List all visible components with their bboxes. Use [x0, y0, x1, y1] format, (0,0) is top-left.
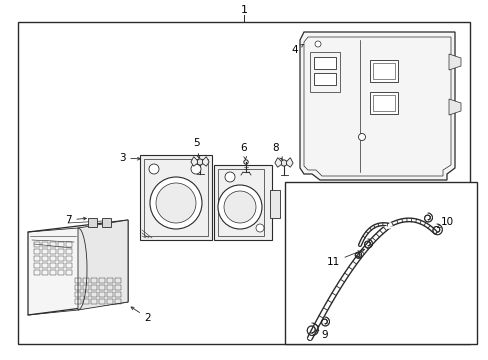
- Bar: [50, 249, 56, 254]
- Circle shape: [218, 185, 262, 229]
- Circle shape: [314, 41, 320, 47]
- Circle shape: [224, 172, 235, 182]
- Bar: [214, 165, 271, 240]
- Bar: [313, 57, 335, 69]
- Bar: [91, 285, 97, 290]
- Bar: [107, 299, 113, 304]
- Bar: [107, 285, 113, 290]
- Bar: [18, 22, 469, 344]
- Text: 2: 2: [131, 307, 151, 323]
- Bar: [66, 256, 72, 261]
- Polygon shape: [286, 158, 292, 167]
- Bar: [115, 285, 121, 290]
- Bar: [99, 285, 105, 290]
- Bar: [140, 155, 212, 240]
- Bar: [42, 249, 48, 254]
- Bar: [83, 278, 89, 283]
- Bar: [66, 242, 72, 247]
- Bar: [75, 278, 81, 283]
- Bar: [75, 285, 81, 290]
- Bar: [91, 278, 97, 283]
- Bar: [58, 270, 64, 275]
- Bar: [115, 292, 121, 297]
- Bar: [58, 263, 64, 268]
- Bar: [50, 256, 56, 261]
- Circle shape: [150, 177, 202, 229]
- Bar: [309, 52, 339, 92]
- Bar: [83, 299, 89, 304]
- Bar: [66, 263, 72, 268]
- Bar: [50, 270, 56, 275]
- Bar: [285, 182, 476, 344]
- Bar: [75, 292, 81, 297]
- Polygon shape: [78, 220, 128, 310]
- Bar: [75, 299, 81, 304]
- Polygon shape: [202, 157, 209, 166]
- Bar: [66, 270, 72, 275]
- Text: 10: 10: [437, 217, 453, 228]
- Polygon shape: [190, 157, 197, 166]
- Circle shape: [358, 134, 365, 140]
- Bar: [66, 249, 72, 254]
- Bar: [83, 285, 89, 290]
- Bar: [34, 249, 40, 254]
- Bar: [107, 278, 113, 283]
- Text: 3: 3: [119, 153, 140, 163]
- Text: 9: 9: [315, 330, 327, 340]
- Polygon shape: [299, 32, 454, 180]
- Bar: [91, 299, 97, 304]
- Text: 11: 11: [325, 249, 364, 267]
- Circle shape: [280, 160, 286, 166]
- Bar: [369, 60, 397, 82]
- Circle shape: [156, 183, 196, 223]
- Circle shape: [149, 164, 159, 174]
- Bar: [115, 299, 121, 304]
- Text: 5: 5: [192, 138, 200, 158]
- Bar: [115, 278, 121, 283]
- Polygon shape: [448, 99, 460, 115]
- Bar: [58, 242, 64, 247]
- Text: 8: 8: [272, 143, 282, 160]
- Polygon shape: [274, 158, 281, 167]
- Bar: [372, 63, 394, 79]
- Bar: [42, 270, 48, 275]
- Circle shape: [244, 160, 248, 164]
- Polygon shape: [448, 54, 460, 70]
- Circle shape: [256, 224, 264, 232]
- Bar: [99, 299, 105, 304]
- Bar: [50, 263, 56, 268]
- Bar: [91, 292, 97, 297]
- Bar: [102, 218, 111, 227]
- Circle shape: [197, 159, 203, 165]
- Bar: [42, 263, 48, 268]
- Bar: [313, 73, 335, 85]
- Bar: [107, 292, 113, 297]
- Text: 4: 4: [291, 44, 303, 55]
- Bar: [372, 95, 394, 111]
- Bar: [83, 292, 89, 297]
- Text: 6: 6: [240, 143, 247, 159]
- Bar: [88, 218, 97, 227]
- Bar: [99, 278, 105, 283]
- Bar: [42, 242, 48, 247]
- Circle shape: [224, 191, 256, 223]
- Bar: [34, 270, 40, 275]
- Polygon shape: [28, 220, 128, 315]
- Circle shape: [191, 164, 201, 174]
- Bar: [34, 256, 40, 261]
- Bar: [269, 190, 280, 218]
- Bar: [42, 256, 48, 261]
- Bar: [218, 169, 264, 236]
- Bar: [34, 263, 40, 268]
- Bar: [58, 256, 64, 261]
- Bar: [58, 249, 64, 254]
- Bar: [99, 292, 105, 297]
- Bar: [369, 92, 397, 114]
- Bar: [143, 159, 207, 236]
- Bar: [34, 242, 40, 247]
- Text: 7: 7: [64, 215, 86, 225]
- Bar: [50, 242, 56, 247]
- Text: 1: 1: [240, 5, 247, 15]
